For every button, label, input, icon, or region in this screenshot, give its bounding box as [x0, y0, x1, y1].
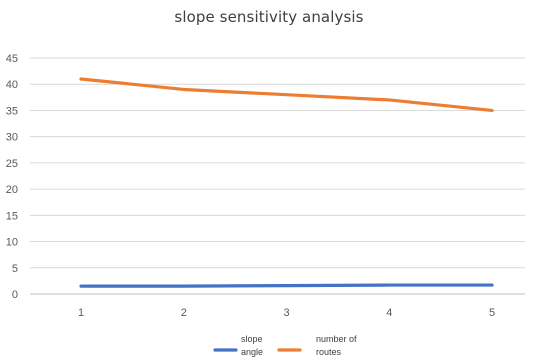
y-tick-label: 35 [6, 105, 18, 117]
y-tick-label: 0 [12, 289, 18, 301]
y-tick-label: 20 [6, 184, 18, 196]
y-tick-label: 15 [6, 210, 18, 222]
y-tick-label: 5 [12, 263, 18, 275]
x-tick-label: 5 [489, 307, 495, 319]
x-tick-label: 4 [386, 307, 392, 319]
x-tick-label: 2 [181, 307, 187, 319]
y-tick-label: 10 [6, 237, 18, 249]
y-tick-label: 25 [6, 158, 18, 170]
y-tick-label: 30 [6, 132, 18, 144]
legend-label: number of routes [316, 334, 357, 357]
x-tick-label: 3 [283, 307, 289, 319]
y-tick-label: 45 [6, 53, 18, 65]
chart-title: slope sensitivity analysis [174, 8, 364, 26]
legend-label: slope angle [241, 334, 263, 357]
y-tick-label: 40 [6, 79, 18, 91]
x-tick-label: 1 [78, 307, 84, 319]
